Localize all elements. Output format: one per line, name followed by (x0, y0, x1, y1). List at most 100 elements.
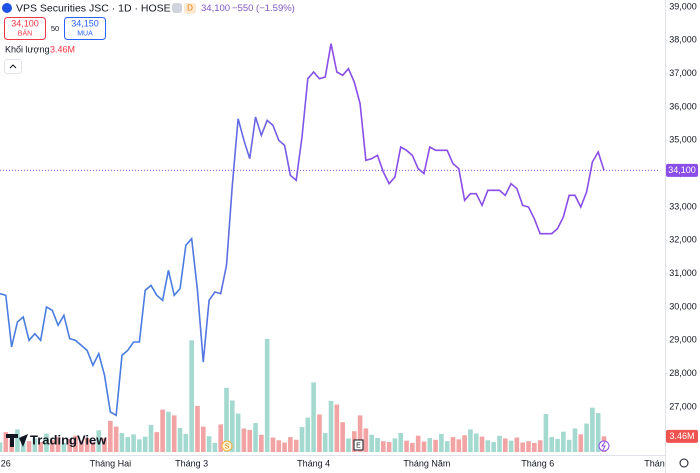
volume-bar (572, 428, 578, 452)
volume-bar (171, 415, 177, 452)
price-change: −550 (−1.59%) (232, 3, 295, 14)
volume-bar (189, 340, 194, 452)
volume-tag-text: 3.46M (669, 431, 694, 441)
volume-bar (450, 437, 456, 452)
x-tick-label: Tháng 4 (297, 458, 330, 468)
volume-bar (537, 440, 543, 452)
volume-bar (508, 440, 514, 452)
buy-price: 34,150 (71, 18, 99, 28)
volume-bar (479, 436, 485, 452)
volume-bar (90, 442, 96, 452)
marker[interactable] (353, 439, 364, 451)
volume-bar (137, 439, 142, 452)
volume-bar (398, 433, 404, 452)
volume-bar (433, 439, 438, 452)
volume-bar (230, 400, 235, 452)
volume-bar (15, 429, 20, 452)
volume-bar (206, 436, 212, 452)
volume-bar (212, 442, 218, 452)
y-tick-label: 32,000 (669, 235, 697, 245)
x-tick-label: Tháng Hai (90, 458, 132, 468)
sell-price: 34,100 (11, 18, 39, 28)
lightning-icon (601, 441, 606, 451)
volume-bar (526, 441, 531, 452)
marker[interactable] (221, 440, 233, 452)
volume-bar (44, 433, 49, 452)
volume-bar (514, 437, 520, 452)
volume-bar (259, 434, 264, 452)
volume-bar (346, 438, 351, 452)
volume-bar (444, 441, 450, 452)
brand-logo (6, 434, 28, 447)
volume-legend: Khối lượng (5, 44, 49, 54)
volume-bar (3, 432, 9, 452)
volume-bar (224, 387, 229, 452)
volume-bar (113, 426, 119, 452)
y-tick-label: 28,000 (669, 368, 697, 378)
volume-bar (200, 426, 206, 452)
volume-legend-value: 3.46M (50, 44, 75, 54)
y-tick-label: 29,000 (669, 335, 697, 345)
collapse-button[interactable] (4, 59, 22, 74)
volume-bar (369, 434, 374, 452)
volume-bar (61, 442, 67, 452)
volume-bar (473, 433, 479, 452)
volume-bar (282, 442, 287, 452)
volume-bar (491, 442, 496, 452)
volume-bar (322, 433, 328, 452)
spread: 50 (51, 24, 59, 33)
volume-bar (160, 409, 165, 452)
volume-bar (177, 428, 183, 452)
volume-bar (241, 428, 247, 452)
volume-bar (363, 428, 369, 452)
volume-bar (195, 405, 200, 452)
buy-button[interactable] (64, 17, 106, 40)
volume-bar (543, 414, 549, 452)
sell-button[interactable] (4, 17, 46, 40)
buy-label: MUA (77, 30, 93, 37)
volume-bar (549, 437, 555, 452)
y-tick-label: 27,000 (669, 401, 697, 411)
volume-bar (264, 339, 270, 452)
volume-bar (119, 433, 125, 452)
eye-icon[interactable] (172, 3, 182, 13)
y-tick-label: 31,000 (669, 268, 697, 278)
volume-bar (520, 442, 525, 452)
y-tick-label: 38,000 (669, 35, 697, 45)
volume-bar (293, 439, 299, 452)
volume-bar (415, 435, 421, 452)
volume-bar (375, 437, 380, 452)
settings-icon[interactable] (679, 458, 689, 468)
volume-bar (456, 439, 462, 452)
volume-bar (32, 438, 38, 452)
volume-bar (381, 441, 386, 452)
price-line (0, 43, 605, 417)
volume-bar (561, 431, 566, 452)
symbol-icon (2, 3, 12, 13)
volume-bar (578, 434, 584, 452)
volume-bar (276, 440, 282, 452)
volume-bar (439, 433, 444, 452)
sell-label: BÁN (18, 28, 32, 37)
volume-bar (590, 407, 595, 452)
volume-bar (299, 427, 305, 452)
symbol-title: VPS Securities JSC · 1D · HOSE (16, 2, 171, 14)
volume-bar (67, 438, 72, 452)
volume-bar (0, 442, 3, 452)
volume-bar (218, 424, 223, 452)
volume-bar (131, 434, 136, 452)
volume-tag (666, 429, 698, 443)
volume-bar (532, 442, 537, 452)
volume-bar (410, 442, 415, 452)
volume-bar (108, 420, 113, 452)
volume-bar (427, 437, 433, 452)
volume-bar (125, 437, 131, 452)
volume-bar (340, 422, 345, 452)
volume-bar (154, 432, 160, 452)
volume-bar (235, 413, 241, 452)
volume-bar (26, 441, 32, 452)
collapse-icon (9, 64, 17, 69)
volume-bar (386, 442, 392, 452)
